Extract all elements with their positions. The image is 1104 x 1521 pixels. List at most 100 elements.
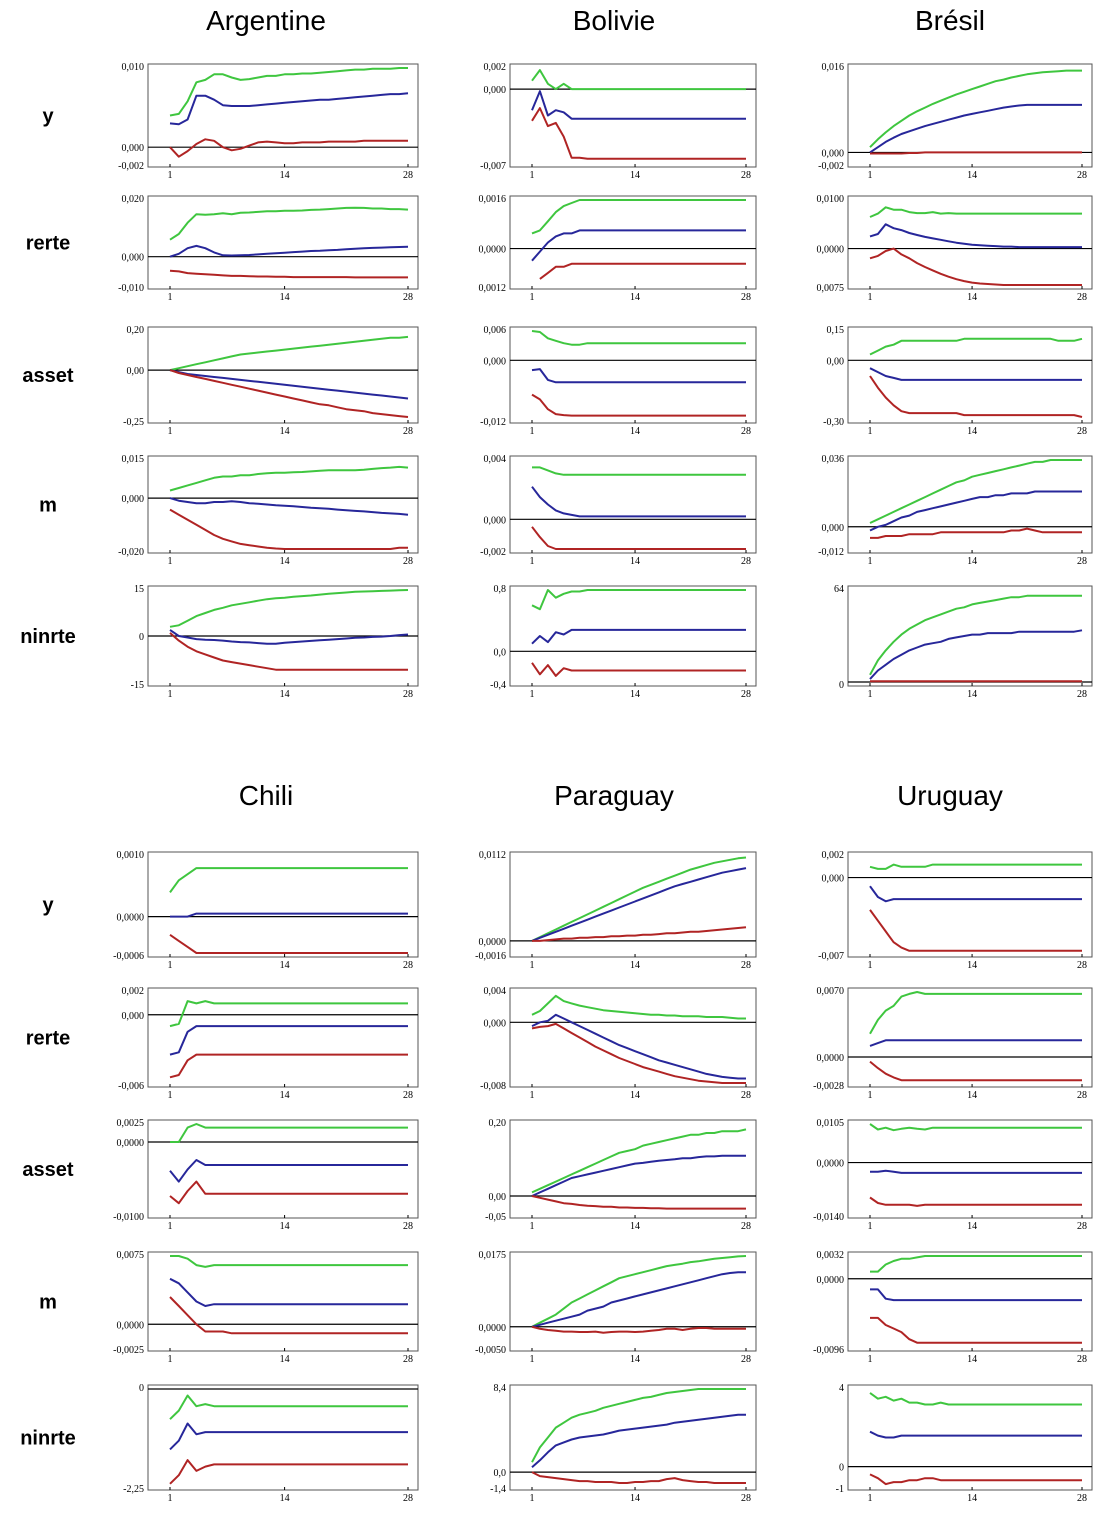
panel-uruguay-ninrte: 4 0 -1 1 14 28 (836, 1383, 1093, 1504)
x-tick-label: 28 (1077, 1493, 1087, 1504)
y-tick-label: 0,8 (494, 584, 507, 595)
series-line-blue (869, 1430, 1082, 1439)
panel-frame (847, 987, 1093, 1088)
x-tick-label: 14 (630, 292, 640, 303)
y-tick-label: -0,002 (118, 161, 144, 172)
panel-brésil-y: 0,016 0,000 -0,002 1 14 28 (818, 62, 1093, 181)
y-tick-label: 0 (839, 680, 844, 691)
series-line-blue (869, 1039, 1082, 1047)
series-line-blue (169, 629, 409, 645)
panel-bolivie-rerte: 0,0016 0,0000 0,0012 1 14 28 (479, 194, 757, 303)
y-tick-label: 0,00 (827, 356, 845, 367)
y-tick-label: -0,006 (118, 1081, 144, 1092)
y-tick-label: 0,0000 (817, 1159, 845, 1170)
x-tick-label: 1 (168, 292, 173, 303)
x-tick-label: 28 (403, 1493, 413, 1504)
series-line-red (870, 1316, 1082, 1344)
series-line-green (531, 69, 746, 91)
x-tick-label: 14 (280, 1354, 290, 1365)
series-line-blue (169, 497, 409, 516)
y-tick-label: 0,00 (489, 1192, 507, 1203)
panel-paraguay-ninrte: 8,4 0,0 -1,4 1 14 28 (490, 1383, 757, 1504)
panel-frame (509, 1119, 757, 1219)
x-tick-label: 28 (1077, 1221, 1087, 1232)
series-line-red (869, 1473, 1082, 1486)
panel-paraguay-asset: 0,20 0,00 -0,05 1 14 28 (485, 1118, 757, 1232)
series-line-red (169, 632, 408, 671)
y-tick-label: 0,010 (122, 62, 145, 73)
series-line-blue (531, 486, 746, 518)
x-tick-label: 1 (868, 426, 873, 437)
series-line-red (531, 662, 746, 677)
x-tick-label: 28 (741, 689, 751, 700)
panel-frame (147, 63, 419, 168)
x-tick-label: 1 (530, 1221, 535, 1232)
x-tick-label: 1 (530, 960, 535, 971)
y-tick-label: -2,25 (123, 1484, 144, 1495)
series-line-blue (169, 1025, 408, 1056)
x-tick-label: 1 (868, 170, 873, 181)
x-tick-label: 28 (1077, 556, 1087, 567)
series-line-green (531, 199, 746, 235)
series-line-red (870, 151, 1082, 155)
series-line-green (869, 991, 1082, 1035)
x-tick-label: 1 (868, 960, 873, 971)
y-tick-label: -0,0006 (113, 951, 144, 962)
series-line-green (169, 1000, 408, 1028)
x-tick-label: 14 (967, 1090, 977, 1101)
series-line-red (869, 1196, 1082, 1207)
y-tick-label: -0,002 (818, 161, 844, 172)
series-line-red (531, 1471, 746, 1484)
y-tick-label: 0,20 (489, 1118, 507, 1129)
series-line-red (531, 393, 746, 417)
series-line-green (869, 337, 1083, 356)
panel-brésil-rerte: 0,0100 0,0000 0,0075 1 14 28 (817, 194, 1093, 303)
x-tick-label: 28 (403, 1354, 413, 1365)
series-line-blue (869, 490, 1082, 532)
x-tick-label: 28 (1077, 292, 1087, 303)
x-tick-label: 1 (530, 1090, 535, 1101)
series-line-blue (869, 885, 1082, 903)
panel-frame (847, 1251, 1093, 1352)
series-line-red (531, 526, 746, 550)
y-tick-label: 0,00 (127, 366, 145, 377)
y-tick-label: -0,0028 (813, 1081, 844, 1092)
series-line-green (169, 335, 409, 372)
y-tick-label: -0,0050 (475, 1345, 506, 1356)
y-tick-label: -0,007 (818, 951, 844, 962)
y-tick-label: 0,0000 (817, 1275, 845, 1286)
y-tick-label: 0,0075 (117, 1250, 145, 1261)
x-tick-label: 28 (1077, 689, 1087, 700)
series-line-blue (870, 1169, 1082, 1174)
y-tick-label: 0,0000 (479, 1323, 507, 1334)
x-tick-label: 28 (741, 170, 751, 181)
series-line-red (169, 933, 408, 954)
x-tick-label: 14 (630, 689, 640, 700)
x-tick-label: 28 (403, 960, 413, 971)
panel-frame (847, 1119, 1093, 1219)
panel-uruguay-m: 0,0032 0,0000 -0,0096 1 14 28 (813, 1250, 1093, 1365)
series-line-blue (869, 103, 1082, 154)
panel-uruguay-y: 0,002 0,000 -0,007 1 14 28 (818, 850, 1093, 971)
x-tick-label: 28 (403, 1090, 413, 1101)
y-tick-label: -0,010 (118, 283, 144, 294)
x-tick-label: 14 (967, 1354, 977, 1365)
panel-chili-ninrte: 0 -2,25 1 14 28 (123, 1383, 419, 1504)
y-tick-label: -0,25 (123, 417, 144, 428)
panel-frame (509, 63, 757, 168)
series-line-green (169, 867, 408, 893)
x-tick-label: 14 (630, 1354, 640, 1365)
x-tick-label: 28 (403, 556, 413, 567)
x-tick-label: 28 (1077, 1090, 1087, 1101)
series-line-blue (531, 229, 746, 262)
series-line-blue (169, 1422, 408, 1451)
x-tick-label: 28 (741, 1493, 751, 1504)
x-tick-label: 1 (530, 689, 535, 700)
x-tick-label: 14 (630, 960, 640, 971)
x-tick-label: 14 (630, 1221, 640, 1232)
series-line-blue (169, 244, 409, 258)
y-tick-label: 0,15 (827, 325, 845, 336)
panel-chili-y: 0,0010 0,0000 -0,0006 1 14 28 (113, 850, 419, 971)
x-tick-label: 1 (868, 556, 873, 567)
y-tick-label: -0,007 (480, 161, 506, 172)
